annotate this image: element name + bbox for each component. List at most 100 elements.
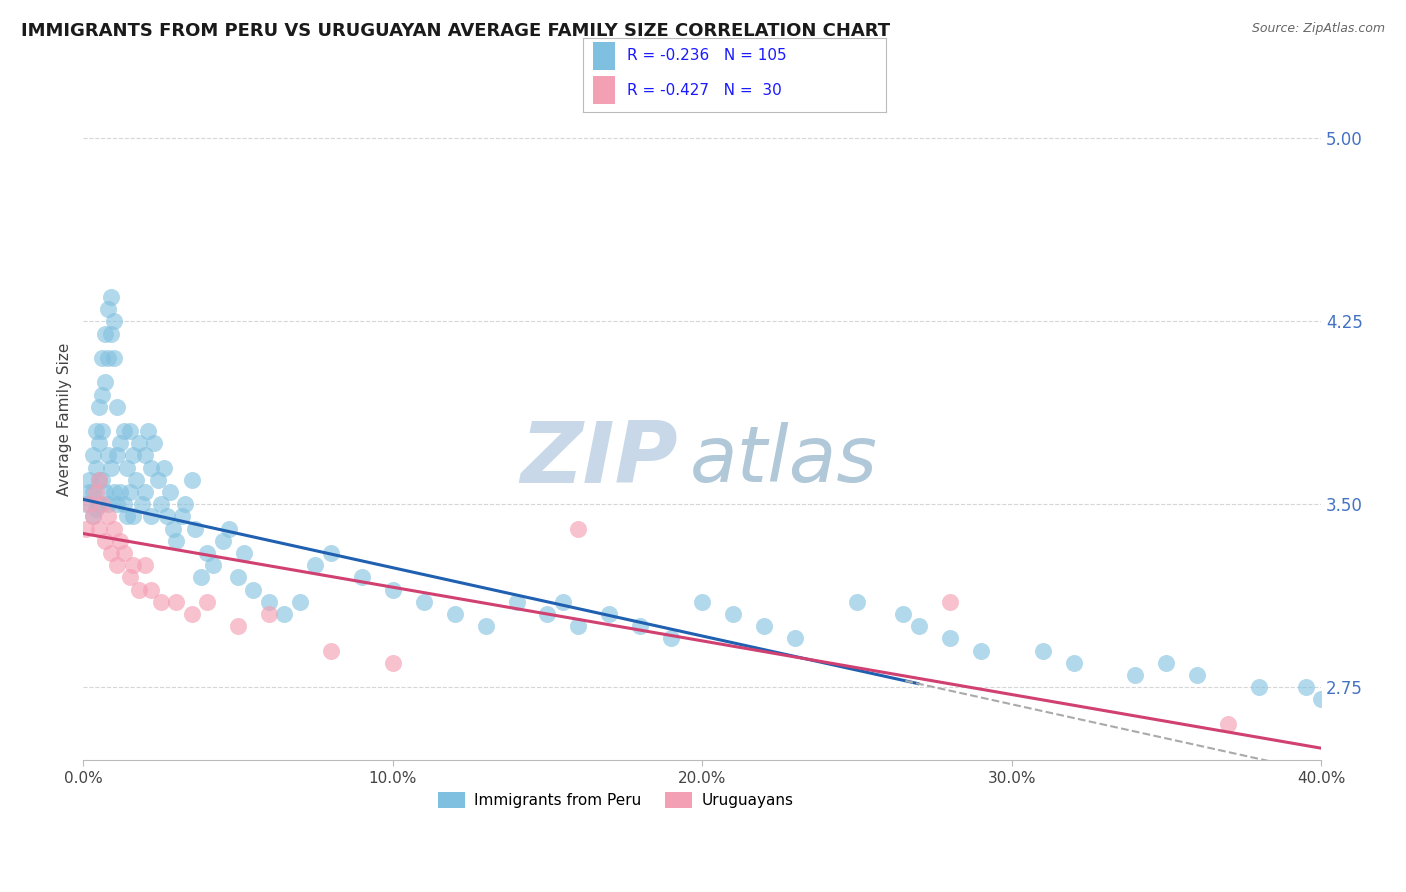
Point — [939, 632, 962, 646]
Point — [350, 570, 373, 584]
Point — [110, 436, 132, 450]
Point — [551, 595, 574, 609]
Point — [110, 533, 132, 548]
Point — [103, 351, 125, 365]
Point — [112, 546, 135, 560]
Point — [1032, 643, 1054, 657]
Point — [84, 460, 107, 475]
Legend: Immigrants from Peru, Uruguayans: Immigrants from Peru, Uruguayans — [432, 786, 800, 814]
Point — [233, 546, 256, 560]
Point — [100, 460, 122, 475]
Point — [288, 595, 311, 609]
Point — [226, 570, 249, 584]
Point — [659, 632, 682, 646]
Point — [103, 314, 125, 328]
Point — [474, 619, 496, 633]
Point — [190, 570, 212, 584]
Point — [783, 632, 806, 646]
Point — [1156, 656, 1178, 670]
Point — [115, 460, 138, 475]
Point — [105, 558, 128, 573]
Point — [121, 509, 143, 524]
Point — [752, 619, 775, 633]
Point — [381, 582, 404, 597]
Point — [257, 595, 280, 609]
Point — [94, 376, 117, 390]
Point — [628, 619, 651, 633]
Point — [87, 473, 110, 487]
Point — [82, 485, 104, 500]
Point — [195, 595, 218, 609]
Point — [87, 473, 110, 487]
Point — [84, 502, 107, 516]
Text: Source: ZipAtlas.com: Source: ZipAtlas.com — [1251, 22, 1385, 36]
Point — [94, 533, 117, 548]
Point — [845, 595, 868, 609]
Point — [149, 497, 172, 511]
Bar — [592, 77, 616, 104]
Text: ZIP: ZIP — [520, 418, 678, 501]
Point — [134, 449, 156, 463]
Point — [939, 595, 962, 609]
Point — [134, 558, 156, 573]
Point — [146, 473, 169, 487]
Point — [172, 509, 194, 524]
Point — [257, 607, 280, 621]
Point — [100, 326, 122, 341]
Point — [273, 607, 295, 621]
Point — [1249, 680, 1271, 694]
Point — [105, 400, 128, 414]
Point — [97, 497, 120, 511]
Point — [121, 558, 143, 573]
Point — [1187, 668, 1209, 682]
Point — [112, 424, 135, 438]
Point — [79, 497, 101, 511]
Text: R = -0.427   N =  30: R = -0.427 N = 30 — [627, 83, 782, 98]
Point — [103, 522, 125, 536]
Point — [443, 607, 465, 621]
Point — [97, 449, 120, 463]
Point — [87, 400, 110, 414]
Point — [180, 473, 202, 487]
Point — [165, 595, 187, 609]
Point — [136, 424, 159, 438]
Point — [90, 387, 112, 401]
Point — [180, 607, 202, 621]
Point — [100, 546, 122, 560]
Point — [141, 582, 163, 597]
Point — [82, 449, 104, 463]
Point — [598, 607, 620, 621]
Point — [125, 473, 148, 487]
Point — [159, 485, 181, 500]
Point — [118, 570, 141, 584]
Point — [165, 533, 187, 548]
Point — [183, 522, 205, 536]
Text: atlas: atlas — [690, 422, 877, 498]
Point — [1310, 692, 1333, 706]
Point — [211, 533, 233, 548]
Point — [87, 522, 110, 536]
Point — [75, 497, 97, 511]
Point — [121, 449, 143, 463]
Point — [174, 497, 197, 511]
Point — [115, 509, 138, 524]
Point — [84, 424, 107, 438]
Point — [87, 436, 110, 450]
Point — [1125, 668, 1147, 682]
Point — [908, 619, 931, 633]
Point — [143, 436, 166, 450]
Point — [152, 460, 174, 475]
Point — [94, 326, 117, 341]
Point — [304, 558, 326, 573]
Point — [79, 473, 101, 487]
Point — [134, 485, 156, 500]
Point — [79, 485, 101, 500]
Text: R = -0.236   N = 105: R = -0.236 N = 105 — [627, 48, 787, 63]
Point — [970, 643, 993, 657]
Point — [149, 595, 172, 609]
Point — [110, 485, 132, 500]
Point — [82, 509, 104, 524]
Point — [90, 497, 112, 511]
Point — [505, 595, 527, 609]
Point — [118, 424, 141, 438]
